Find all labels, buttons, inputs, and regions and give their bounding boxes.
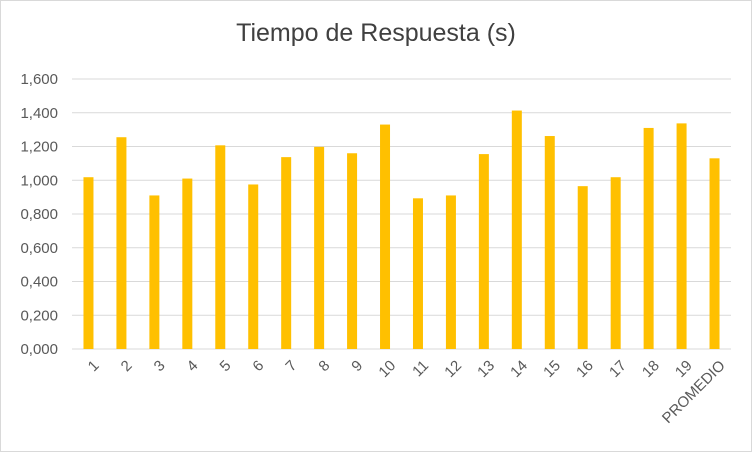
bar-15	[544, 136, 555, 349]
x-tick-label: 19	[672, 357, 696, 381]
bar-16	[577, 186, 588, 349]
x-tick-label: 6	[249, 357, 267, 375]
bar-19	[676, 123, 687, 349]
y-tick-label: 0,200	[20, 307, 58, 324]
y-tick-label: 1,200	[20, 139, 58, 156]
y-tick-label: 0,800	[20, 206, 58, 223]
x-tick-label: 8	[315, 357, 333, 375]
x-tick-label: 5	[217, 357, 235, 375]
bar-promedio	[709, 158, 720, 349]
x-tick-label: 7	[282, 357, 300, 375]
y-tick-label: 0,400	[20, 274, 58, 291]
y-axis-labels: 0,000 0,200 0,400 0,600 0,800 1,000 1,200 1,400…	[20, 71, 58, 358]
bar-1	[83, 177, 94, 349]
bar-5	[215, 145, 226, 349]
x-tick-label: 16	[573, 357, 597, 381]
bar-12	[445, 195, 456, 349]
y-tick-label: 1,400	[20, 105, 58, 122]
bar-6	[248, 184, 259, 349]
x-tick-label: 12	[441, 357, 465, 381]
bars	[83, 110, 720, 350]
y-tick-label: 0,000	[20, 341, 58, 358]
bar-2	[116, 137, 127, 349]
bar-18	[643, 127, 654, 349]
gridlines	[72, 78, 731, 350]
y-tick-label: 0,600	[20, 240, 58, 257]
y-tick-label: 1,000	[20, 172, 58, 189]
x-tick-label: 17	[606, 357, 630, 381]
bar-3	[149, 195, 160, 349]
bar-4	[182, 178, 193, 349]
bar-10	[380, 124, 391, 349]
bar-11	[412, 198, 423, 349]
bar-14	[511, 110, 522, 350]
y-tick-label: 1,600	[20, 71, 58, 88]
bar-8	[314, 146, 325, 349]
x-tick-label: 10	[375, 357, 399, 381]
x-tick-label: 2	[118, 357, 136, 375]
bar-9	[347, 153, 358, 349]
x-tick-label: 18	[639, 357, 663, 381]
chart-title: Tiempo de Respuesta (s)	[236, 19, 516, 47]
bar-7	[281, 157, 292, 349]
x-tick-label: 13	[474, 357, 498, 381]
x-tick-label: 14	[507, 357, 531, 381]
bar-13	[478, 154, 489, 349]
x-tick-label: 15	[540, 357, 564, 381]
x-tick-label: 1	[85, 357, 103, 375]
bar-17	[610, 177, 621, 349]
x-tick-label: 3	[151, 357, 169, 375]
x-tick-label: 11	[409, 357, 432, 380]
x-tick-label: 4	[184, 357, 202, 375]
x-tick-label: 9	[348, 357, 366, 375]
